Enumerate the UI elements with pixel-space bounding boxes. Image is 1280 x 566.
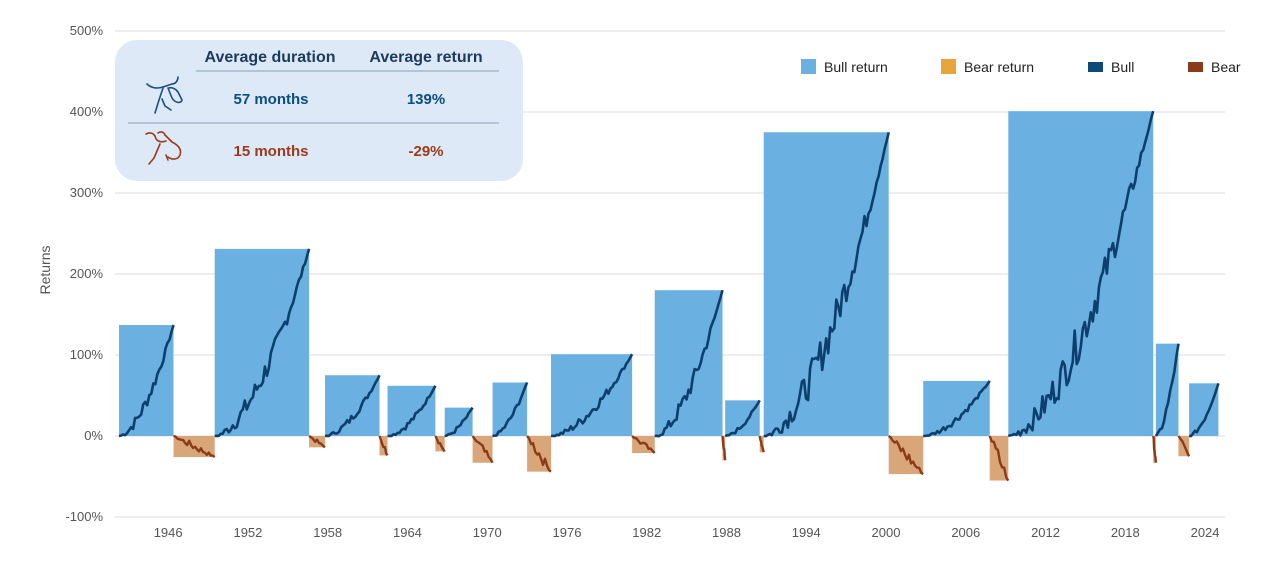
bull-market-line — [492, 381, 529, 438]
market-paths — [118, 110, 1220, 482]
y-tick-label: 400% — [70, 104, 104, 119]
bull-market-line — [1189, 383, 1220, 438]
bear-avg-duration: 15 months — [233, 143, 308, 160]
x-tick-label: 2018 — [1111, 525, 1140, 540]
bull-avg-duration: 57 months — [233, 91, 308, 108]
bull-avg-return: 139% — [407, 91, 445, 108]
bull-market-line — [1007, 110, 1155, 438]
bear-market-line — [988, 435, 1010, 482]
bull-return-area — [325, 375, 380, 436]
market-return-areas — [118, 111, 1219, 481]
bull-return-area — [387, 385, 436, 436]
bear-market-line — [526, 435, 552, 473]
stats-box-background — [115, 40, 523, 181]
legend-swatch-bear — [1188, 62, 1203, 72]
y-tick-label: 0% — [84, 428, 103, 443]
x-tick-label: 1988 — [712, 525, 741, 540]
legend-label-bull: Bull — [1111, 59, 1134, 75]
bear-market-line — [1152, 435, 1158, 463]
x-tick-label: 2000 — [872, 525, 901, 540]
stats-header-return: Average return — [369, 49, 482, 66]
legend: Bull return Bear return Bull Bear — [801, 59, 1241, 75]
bear-icon — [145, 131, 182, 165]
bull-market-line — [118, 324, 175, 438]
bull-return-area — [492, 382, 528, 436]
bull-return-area — [654, 290, 723, 436]
bull-icon — [146, 76, 183, 114]
bull-market-line — [214, 248, 311, 438]
y-tick-label: 200% — [70, 266, 104, 281]
legend-swatch-bull-return — [801, 59, 816, 74]
y-tick-label: 100% — [70, 347, 104, 362]
bull-return-area — [725, 400, 760, 436]
bear-market-line — [1177, 435, 1191, 457]
y-tick-label: 300% — [70, 185, 104, 200]
bull-return-area — [551, 354, 633, 436]
bear-market-line — [721, 435, 727, 461]
bull-market-line — [763, 132, 890, 438]
bull-market-line — [324, 374, 381, 438]
x-tick-label: 1958 — [313, 525, 342, 540]
bull-return-area — [214, 248, 310, 436]
bull-market-line — [1154, 343, 1180, 437]
x-tick-label: 1952 — [233, 525, 262, 540]
bull-market-line — [654, 289, 724, 438]
bull-return-area — [923, 380, 990, 436]
bear-market-line — [434, 435, 446, 453]
bull-return-area — [118, 325, 174, 436]
bear-market-line — [173, 434, 216, 459]
bull-return-area — [1008, 111, 1154, 436]
legend-label-bull-return: Bull return — [824, 59, 888, 75]
bull-market-line — [923, 380, 991, 438]
legend-label-bear: Bear — [1211, 59, 1241, 75]
y-axis-ticks: -100% 0% 100% 200% 300% 400% 500% — [65, 23, 103, 524]
x-tick-label: 1994 — [792, 525, 821, 540]
x-tick-label: 1982 — [632, 525, 661, 540]
bull-market-line — [444, 406, 474, 438]
y-tick-label: -100% — [65, 509, 103, 524]
stats-header-duration: Average duration — [205, 49, 336, 66]
x-tick-label: 2024 — [1191, 525, 1220, 540]
bull-market-line — [724, 399, 761, 438]
bear-market-line — [631, 435, 656, 454]
bull-return-area — [1155, 343, 1179, 436]
bull-return-area — [763, 132, 889, 436]
legend-swatch-bear-return — [941, 59, 956, 74]
x-tick-label: 2012 — [1031, 525, 1060, 540]
x-tick-label: 1976 — [553, 525, 582, 540]
bull-market-line — [550, 353, 634, 438]
bear-market-line — [887, 435, 924, 476]
y-axis-title: Returns — [37, 245, 53, 294]
x-axis-ticks: 1946 1952 1958 1964 1970 1976 1982 1988 1994 2000… — [154, 525, 1220, 540]
x-tick-label: 2006 — [951, 525, 980, 540]
bear-market-line — [471, 435, 494, 464]
bear-avg-return: -29% — [408, 143, 443, 160]
bear-market-line — [308, 434, 326, 449]
legend-label-bear-return: Bear return — [964, 59, 1034, 75]
bull-market-line — [387, 385, 437, 438]
x-tick-label: 1946 — [154, 525, 183, 540]
x-tick-label: 1964 — [393, 525, 422, 540]
bear-market-line — [378, 435, 389, 457]
x-tick-label: 1970 — [473, 525, 502, 540]
bear-market-line — [758, 435, 765, 453]
stats-box: Average duration Average return 57 month… — [115, 40, 523, 181]
y-tick-label: 500% — [70, 23, 104, 38]
bull-return-area — [1189, 383, 1219, 436]
legend-swatch-bull — [1088, 62, 1103, 72]
